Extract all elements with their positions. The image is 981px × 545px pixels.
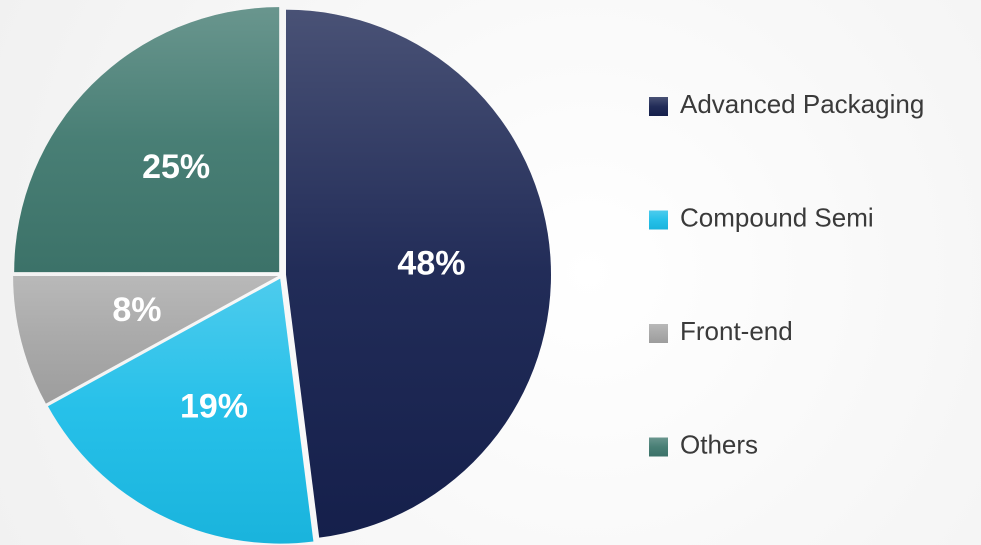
legend-label: Others bbox=[680, 429, 758, 459]
legend-swatch-sheen bbox=[649, 210, 668, 230]
legend-swatch-sheen bbox=[649, 437, 668, 457]
legend-label: Advanced Packaging bbox=[680, 89, 924, 119]
legend-label: Compound Semi bbox=[680, 202, 874, 232]
slice-label: 48% bbox=[397, 245, 465, 283]
pie-slice bbox=[14, 7, 280, 273]
legend-label: Front-end bbox=[680, 316, 793, 346]
slice-label: 8% bbox=[112, 291, 161, 329]
slice-label: 25% bbox=[142, 148, 210, 186]
legend-swatch-sheen bbox=[649, 324, 668, 343]
slice-label: 19% bbox=[180, 387, 248, 425]
legend-swatch-sheen bbox=[649, 97, 668, 116]
